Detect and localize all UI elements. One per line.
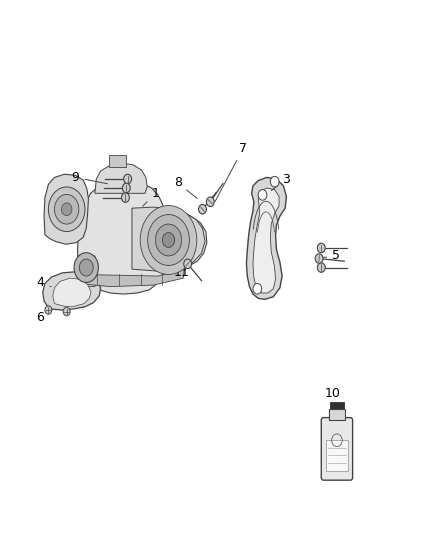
Polygon shape: [79, 269, 184, 287]
Text: 9: 9: [71, 171, 107, 184]
Circle shape: [54, 195, 79, 224]
Bar: [329, 402, 344, 409]
Circle shape: [318, 263, 325, 272]
Circle shape: [155, 224, 182, 256]
Bar: [110, 155, 126, 167]
Bar: [328, 409, 345, 420]
Circle shape: [184, 259, 191, 269]
Circle shape: [253, 284, 261, 294]
Circle shape: [140, 206, 197, 274]
Text: 8: 8: [173, 176, 197, 198]
Circle shape: [206, 197, 214, 207]
Text: 11: 11: [174, 266, 190, 279]
Text: 10: 10: [324, 387, 340, 403]
Polygon shape: [78, 256, 95, 287]
Polygon shape: [44, 174, 88, 244]
Circle shape: [74, 253, 99, 282]
Circle shape: [318, 243, 325, 253]
Text: 7: 7: [215, 142, 247, 201]
Circle shape: [198, 205, 206, 214]
Text: 1: 1: [143, 187, 160, 206]
Text: 4: 4: [37, 276, 51, 289]
Text: 5: 5: [318, 249, 340, 262]
Polygon shape: [247, 177, 286, 300]
Circle shape: [148, 215, 189, 265]
Circle shape: [122, 183, 130, 193]
Circle shape: [63, 308, 70, 316]
Circle shape: [162, 232, 175, 247]
Polygon shape: [43, 272, 101, 310]
Circle shape: [124, 174, 131, 184]
Polygon shape: [78, 181, 207, 294]
Polygon shape: [253, 188, 279, 293]
Circle shape: [79, 259, 93, 276]
Polygon shape: [53, 278, 91, 306]
Polygon shape: [132, 207, 205, 272]
Circle shape: [48, 187, 85, 231]
Text: 3: 3: [271, 173, 290, 191]
Circle shape: [45, 306, 52, 314]
Circle shape: [61, 203, 72, 216]
Circle shape: [121, 193, 129, 203]
FancyBboxPatch shape: [321, 418, 353, 480]
Text: 6: 6: [36, 310, 50, 325]
Circle shape: [315, 254, 323, 263]
Polygon shape: [95, 163, 147, 193]
Circle shape: [258, 190, 267, 200]
Circle shape: [270, 176, 279, 187]
Bar: [325, 440, 348, 471]
